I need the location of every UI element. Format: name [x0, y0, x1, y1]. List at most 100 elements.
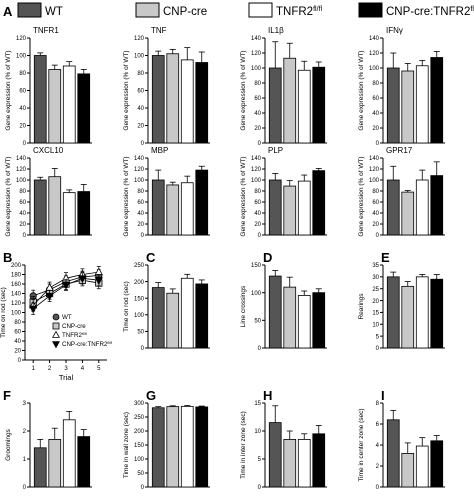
y-tick-label: 300: [134, 401, 145, 407]
bar-3: [195, 169, 209, 236]
legend-swatch: [358, 2, 383, 18]
y-tick-label: 0: [376, 485, 380, 491]
y-tick-label: 120: [369, 167, 380, 173]
y-tick-label: 100: [251, 291, 262, 297]
series-legend-label-3: CNP-cre:TNFR2fl/fl: [62, 341, 112, 348]
x-tick-label: 3: [64, 366, 68, 372]
y-tick-label: 5: [376, 334, 380, 340]
y-tick-label: 100: [134, 178, 145, 184]
y-tick-label: 120: [134, 36, 145, 42]
chart-title: PLP: [268, 146, 283, 155]
bar-2: [415, 445, 429, 488]
panel-letter: B: [3, 250, 12, 265]
chart-panel-9: C 0 50 100 150 200 250 Time on rod (sec): [123, 250, 210, 352]
panel-letter: G: [146, 388, 156, 403]
y-tick-label: 2: [23, 429, 27, 435]
y-tick-label: 60: [19, 200, 26, 206]
panel-letter: E: [381, 250, 390, 265]
chart-title: TNFR1: [33, 26, 59, 35]
legend-label-1: CNP-cre: [163, 6, 207, 18]
y-tick-label: 100: [134, 313, 145, 319]
panel-letter: I: [381, 388, 385, 403]
y-tick-label: 160: [11, 282, 22, 288]
y-tick-label: 20: [372, 222, 379, 228]
series-legend-label-2: TNFR2fl/fl: [62, 332, 87, 339]
y-tick-label: 140: [134, 156, 145, 162]
chart-title: CXCL10: [33, 146, 64, 155]
y-tick-label: 140: [369, 36, 380, 42]
y-axis-label: Gene expression (% of WT): [240, 156, 247, 236]
y-tick-label: 0: [258, 485, 262, 491]
bar-1: [48, 176, 62, 236]
series-legend-label-2-main: TNFR2: [62, 332, 82, 339]
series-legend-label-1: CNP-cre: [62, 323, 86, 330]
chart-panel-3: IFNγ 0 20 40 60 80 100 120 140 Gene expression (%…: [358, 26, 445, 147]
bar-3: [312, 66, 326, 144]
y-tick-label: 0: [23, 233, 27, 239]
y-tick-label: 120: [16, 36, 27, 42]
bar-2: [62, 192, 76, 236]
y-tick-label: 60: [254, 200, 261, 206]
y-tick-label: 200: [134, 280, 145, 286]
bar-0: [151, 407, 165, 488]
y-axis-label: Gene expression (% of WT): [240, 50, 247, 130]
y-tick-label: 60: [372, 96, 379, 102]
chart-panel-7: GPR17 0 20 40 60 80 100 120 140 Gene expression (…: [358, 146, 445, 239]
y-tick-label: 10: [254, 429, 261, 435]
panel-letter: D: [263, 250, 272, 265]
bar-1: [283, 185, 297, 236]
legend-label-2: TNFR2fl/fl: [276, 5, 323, 18]
bar-2: [415, 65, 429, 144]
series-legend-label-2-superscript: fl/fl: [82, 332, 87, 336]
y-tick-label: 80: [372, 81, 379, 87]
y-tick-label: 120: [251, 167, 262, 173]
bar-0: [151, 287, 165, 349]
bar-0: [386, 419, 400, 488]
data-point-2: [94, 267, 103, 276]
bar-1: [48, 69, 62, 144]
bar-3: [430, 57, 444, 144]
y-tick-label: 80: [254, 189, 261, 195]
y-tick-label: 8: [376, 401, 380, 407]
bar-3: [77, 436, 91, 488]
legend-label-3-superscript: fl/fl: [470, 5, 474, 13]
bar-2: [62, 65, 76, 144]
y-tick-label: 20: [137, 124, 144, 130]
bar-0: [386, 67, 400, 144]
y-tick-label: 140: [251, 156, 262, 162]
panel-letter: H: [263, 388, 272, 403]
y-tick-label: 140: [251, 36, 262, 42]
chart-panel-14: H 0 5 10 15 Time in inter zone (sec): [240, 388, 327, 491]
x-tick-label: 1: [32, 366, 36, 372]
y-tick-label: 0: [258, 346, 262, 352]
y-tick-label: 6: [376, 422, 380, 428]
y-axis-label: Time in center zone (sec): [358, 408, 365, 481]
y-tick-label: 0: [258, 233, 262, 239]
y-tick-label: 0: [376, 233, 380, 239]
bar-1: [283, 286, 297, 349]
y-tick-label: 60: [254, 96, 261, 102]
y-tick-label: 40: [372, 211, 379, 217]
data-point-3: [29, 305, 38, 314]
bar-2: [415, 179, 429, 236]
y-tick-label: 0: [376, 141, 380, 147]
x-axis-label: Trial: [59, 373, 74, 382]
y-tick-label: 0: [141, 485, 145, 491]
data-point-3: [78, 275, 87, 283]
bar-2: [180, 405, 194, 488]
y-tick-label: 80: [254, 81, 261, 87]
y-tick-label: 2: [376, 464, 380, 470]
y-tick-label: 1: [23, 457, 27, 463]
legend-marker: [52, 330, 60, 338]
x-tick-label: 4: [81, 366, 85, 372]
chart-title: IFNγ: [386, 26, 403, 35]
y-tick-label: 80: [14, 320, 21, 326]
y-tick-label: 60: [19, 89, 26, 95]
y-axis-label: Gene expression (% of WT): [358, 156, 365, 236]
y-tick-label: 120: [134, 167, 145, 173]
series-legend-label-3-superscript: fl/fl: [107, 341, 112, 345]
legend-label-3-main: CNP-cre:TNFR2: [386, 6, 470, 18]
bar-0: [33, 179, 47, 236]
y-tick-label: 20: [14, 349, 21, 355]
y-tick-label: 180: [11, 273, 22, 279]
